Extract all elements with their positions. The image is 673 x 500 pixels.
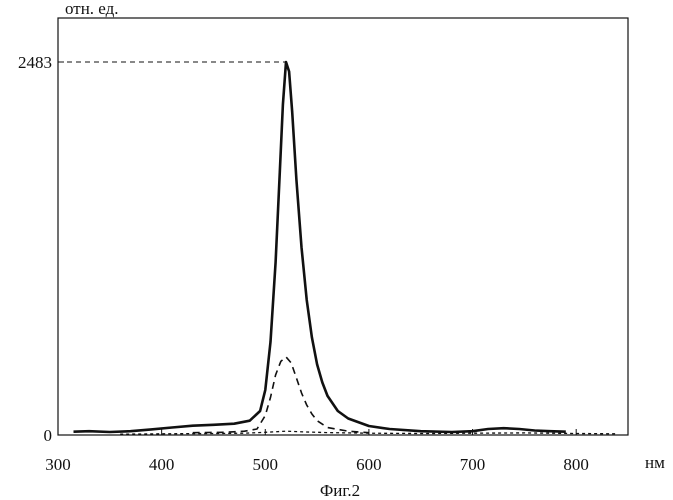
x-tick-label: 300 xyxy=(45,455,71,474)
x-axis: 300 400 500 600 700 800 xyxy=(45,429,589,474)
y-axis: 0 2483 xyxy=(18,53,64,445)
x-tick-label: 400 xyxy=(149,455,175,474)
y-tick-label: 2483 xyxy=(18,53,52,72)
series-solid-line xyxy=(74,62,566,432)
series-dashed-line xyxy=(193,357,369,433)
y-axis-label: отн. ед. xyxy=(65,0,119,18)
x-tick-label: 500 xyxy=(253,455,279,474)
x-tick-label: 600 xyxy=(356,455,382,474)
x-tick-label: 700 xyxy=(460,455,486,474)
plot-frame xyxy=(58,18,628,435)
x-axis-unit: нм xyxy=(645,453,665,472)
figure-caption: Фиг.2 xyxy=(320,481,360,500)
x-tick-label: 800 xyxy=(563,455,589,474)
data-series xyxy=(74,62,618,434)
y-tick-label: 0 xyxy=(44,426,53,445)
